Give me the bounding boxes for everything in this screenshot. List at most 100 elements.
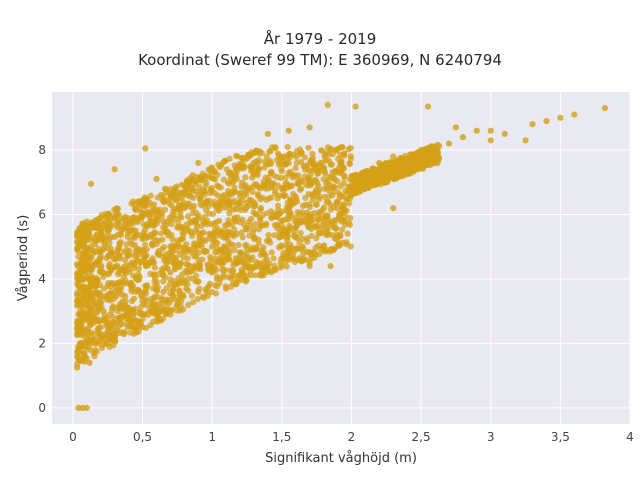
data-point xyxy=(86,276,93,283)
data-point xyxy=(76,227,83,234)
data-point xyxy=(139,310,146,318)
data-point xyxy=(333,236,340,243)
data-point xyxy=(220,176,227,183)
data-point xyxy=(236,163,244,170)
data-point xyxy=(88,310,95,317)
data-point xyxy=(321,204,328,211)
data-point xyxy=(334,178,341,185)
data-point xyxy=(250,150,258,157)
data-point xyxy=(197,195,204,203)
data-point xyxy=(111,292,118,299)
data-point xyxy=(198,176,205,184)
data-point xyxy=(302,194,309,202)
data-point xyxy=(363,184,370,191)
data-point xyxy=(543,117,550,125)
data-point xyxy=(76,298,83,305)
data-point xyxy=(216,164,224,171)
data-point xyxy=(269,213,276,220)
data-point xyxy=(327,262,334,270)
data-point xyxy=(207,253,214,261)
data-point xyxy=(348,192,355,199)
data-point xyxy=(153,286,160,293)
data-point xyxy=(308,192,315,199)
data-point xyxy=(172,216,179,223)
data-point xyxy=(113,280,120,287)
data-point xyxy=(231,246,238,254)
data-point xyxy=(315,182,322,189)
data-point xyxy=(257,222,264,229)
data-point xyxy=(571,111,578,118)
data-point xyxy=(102,340,110,347)
data-point xyxy=(280,249,287,256)
data-point xyxy=(176,250,184,258)
data-point xyxy=(300,215,307,222)
data-point xyxy=(97,324,104,331)
data-point xyxy=(82,301,89,308)
data-point xyxy=(113,320,120,327)
data-point xyxy=(182,267,189,274)
data-point xyxy=(253,263,260,270)
data-point xyxy=(186,192,193,199)
data-point xyxy=(297,229,304,237)
data-point xyxy=(204,261,211,268)
data-point xyxy=(101,315,109,322)
data-point xyxy=(142,145,149,152)
data-point xyxy=(185,301,192,308)
data-point xyxy=(297,211,304,218)
data-point xyxy=(341,172,348,179)
data-point xyxy=(147,192,154,199)
data-point xyxy=(397,163,404,170)
data-point xyxy=(223,243,230,250)
data-point xyxy=(79,349,87,356)
data-point xyxy=(225,238,232,245)
data-point xyxy=(353,180,360,187)
data-point xyxy=(179,291,186,298)
data-point xyxy=(187,246,194,253)
data-point xyxy=(167,269,174,276)
data-point xyxy=(222,228,229,235)
data-point xyxy=(190,202,197,210)
data-point xyxy=(301,154,308,161)
data-point xyxy=(321,168,328,175)
data-point xyxy=(314,190,322,197)
data-point xyxy=(151,295,158,302)
data-point xyxy=(163,259,170,266)
data-point xyxy=(248,163,255,171)
data-point xyxy=(83,262,90,270)
data-point xyxy=(407,165,414,172)
data-point xyxy=(96,318,103,325)
data-point xyxy=(277,264,284,271)
data-point xyxy=(208,164,215,171)
data-point xyxy=(252,211,259,218)
data-point xyxy=(316,160,324,167)
data-point xyxy=(294,219,301,226)
data-point xyxy=(134,257,141,264)
data-point xyxy=(148,257,155,264)
data-point xyxy=(334,205,341,212)
data-point xyxy=(98,262,105,269)
data-point xyxy=(263,237,271,245)
data-point xyxy=(209,269,216,276)
x-tick-label: 4 xyxy=(626,430,634,444)
data-point xyxy=(199,256,206,263)
data-point xyxy=(268,208,275,215)
data-point xyxy=(377,181,384,188)
data-point xyxy=(273,224,280,232)
data-point xyxy=(257,204,265,212)
data-point xyxy=(329,151,336,158)
data-point xyxy=(318,147,325,154)
data-point xyxy=(188,185,195,192)
data-point xyxy=(393,175,400,182)
data-point xyxy=(116,252,123,259)
data-point xyxy=(169,235,176,243)
data-point xyxy=(322,152,329,159)
data-point xyxy=(325,157,332,164)
data-point xyxy=(298,258,305,265)
data-point xyxy=(277,217,284,224)
data-point xyxy=(154,194,161,201)
data-point xyxy=(327,182,334,189)
data-point xyxy=(176,264,183,271)
data-point xyxy=(347,155,354,163)
data-point xyxy=(171,191,178,198)
data-point xyxy=(158,294,165,301)
